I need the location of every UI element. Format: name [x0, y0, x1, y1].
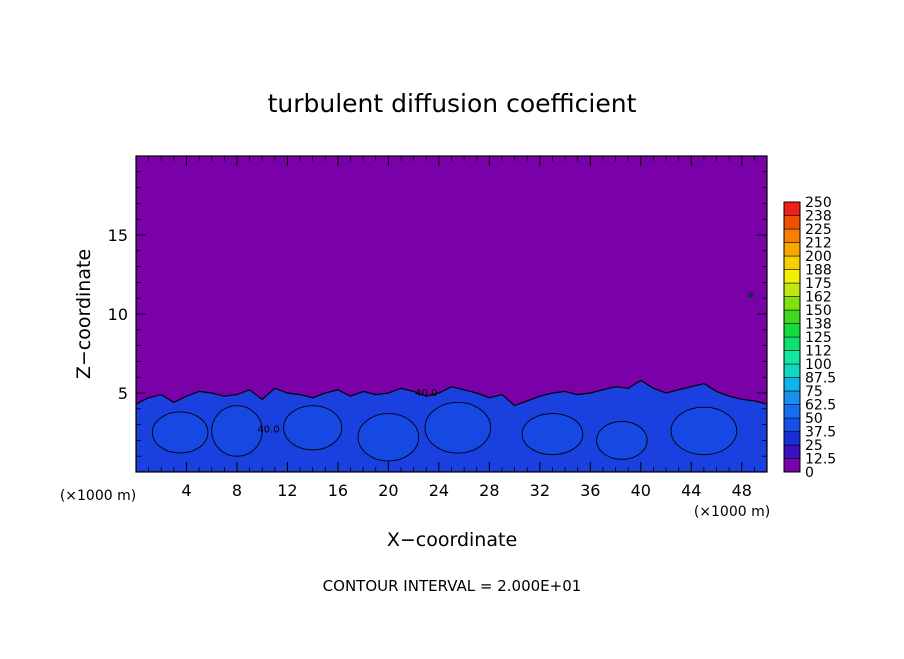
colorbar-segment	[783, 417, 801, 432]
colorbar-segment	[783, 282, 801, 297]
colorbar-tick-label: 37.5	[805, 425, 836, 441]
colorbar-tick-label: 150	[805, 303, 832, 319]
x-tick-label: 16	[328, 481, 348, 500]
eddy-contour	[283, 405, 343, 451]
colorbar-tick-label: 50	[805, 411, 823, 427]
colorbar-tick-label: 200	[805, 249, 832, 265]
x-axis-label: X−coordinate	[387, 529, 517, 551]
colorbar-segment	[783, 377, 801, 392]
x-tick-label: 36	[580, 481, 600, 500]
colorbar-tick-label: 250	[805, 195, 832, 211]
colorbar-tick-label: 87.5	[805, 371, 836, 387]
eddy-contour	[357, 413, 420, 462]
colorbar-tick-label: 75	[805, 384, 823, 400]
colorbar-segment	[783, 228, 801, 243]
colorbar-tick-label: 0	[805, 465, 814, 481]
x-tick-label: 8	[232, 481, 242, 500]
colorbar-tick-label: 162	[805, 290, 832, 306]
y-tick-label: 15	[108, 226, 128, 245]
colorbar-tick-label: 175	[805, 276, 832, 292]
colorbar-tick-label: 125	[805, 330, 832, 346]
eddy-contour	[596, 420, 648, 460]
colorbar-segment	[783, 242, 801, 257]
y-axis: 5 10 15	[108, 171, 767, 457]
x-tick-label: 32	[530, 481, 550, 500]
colorbar-tick-label: 212	[805, 236, 832, 252]
colorbar-segment	[783, 458, 801, 473]
colorbar-tick-label: 138	[805, 317, 832, 333]
colorbar-segment	[783, 444, 801, 459]
colorbar-segment	[783, 390, 801, 405]
colorbar-segment	[783, 363, 801, 378]
x-tick-label: 44	[681, 481, 701, 500]
x-tick-label: 12	[277, 481, 297, 500]
x-tick-label: 28	[479, 481, 499, 500]
colorbar-tick-label: 100	[805, 357, 832, 373]
x-tick-label: 4	[181, 481, 191, 500]
x-tick-label: 40	[631, 481, 651, 500]
eddy-contour	[424, 402, 492, 454]
isolated-contour	[747, 292, 754, 299]
x-unit-left: (×1000 m)	[60, 488, 136, 504]
y-tick-label: 5	[118, 384, 128, 403]
x-tick-label: 48	[732, 481, 752, 500]
colorbar-tick-label: 225	[805, 222, 832, 238]
colorbar-segment	[783, 336, 801, 351]
eddy-contour	[211, 405, 263, 457]
colorbar-segment	[783, 269, 801, 284]
colorbar: 012.52537.55062.57587.510011212513815016…	[783, 195, 836, 481]
colorbar-tick-label: 238	[805, 209, 832, 225]
x-tick-label: 24	[429, 481, 449, 500]
colorbar-tick-label: 188	[805, 263, 832, 279]
eddy-contour	[670, 406, 738, 456]
colorbar-segment	[783, 350, 801, 365]
y-axis-label: Z−coordinate	[73, 249, 95, 379]
eddy-contour	[521, 413, 584, 456]
colorbar-frame	[783, 201, 801, 473]
field-layer: 40.0 40.0	[136, 292, 767, 472]
x-tick-label: 20	[378, 481, 398, 500]
x-axis: 4 8 12 16 20 24 28 32 36 40 44 48	[148, 156, 755, 500]
colorbar-segment	[783, 404, 801, 419]
colorbar-segment	[783, 215, 801, 230]
contour-label: 40.0	[415, 388, 437, 399]
colorbar-segment	[783, 255, 801, 270]
x-unit-right: (×1000 m)	[694, 504, 770, 520]
contour-label: 40.0	[257, 425, 279, 436]
colorbar-tick-label: 12.5	[805, 452, 836, 468]
colorbar-tick-label: 112	[805, 344, 832, 360]
colorbar-tick-label: 25	[805, 438, 823, 454]
colorbar-tick-label: 62.5	[805, 398, 836, 414]
contour-interval-note: CONTOUR INTERVAL = 2.000E+01	[323, 577, 582, 595]
y-tick-label: 10	[108, 305, 128, 324]
colorbar-segment	[783, 323, 801, 338]
eddy-contour	[151, 411, 209, 454]
colorbar-segment	[783, 201, 801, 216]
colorbar-segment	[783, 296, 801, 311]
colorbar-segment	[783, 309, 801, 324]
colorbar-segment	[783, 431, 801, 446]
chart-title: turbulent diffusion coefficient	[268, 89, 637, 118]
